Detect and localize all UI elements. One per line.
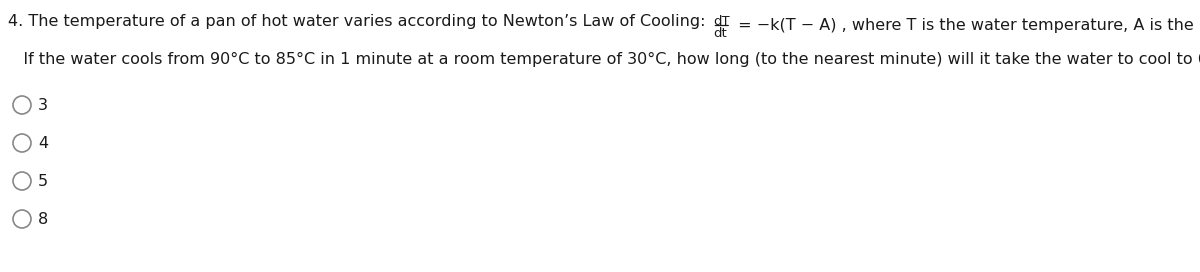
Text: 4. The temperature of a pan of hot water varies according to Newton’s Law of Coo: 4. The temperature of a pan of hot water… xyxy=(8,14,714,29)
Text: If the water cools from 90°C to 85°C in 1 minute at a room temperature of 30°C, : If the water cools from 90°C to 85°C in … xyxy=(8,52,1200,67)
Text: 8: 8 xyxy=(38,212,48,227)
Text: 3: 3 xyxy=(38,97,48,113)
Text: 5: 5 xyxy=(38,174,48,188)
Text: dT: dT xyxy=(714,15,730,28)
Text: dt: dt xyxy=(714,27,727,40)
Text: = −k(T − A) , where T is the water temperature, A is the room temperature, and k: = −k(T − A) , where T is the water tempe… xyxy=(733,18,1200,33)
Text: 4: 4 xyxy=(38,135,48,150)
